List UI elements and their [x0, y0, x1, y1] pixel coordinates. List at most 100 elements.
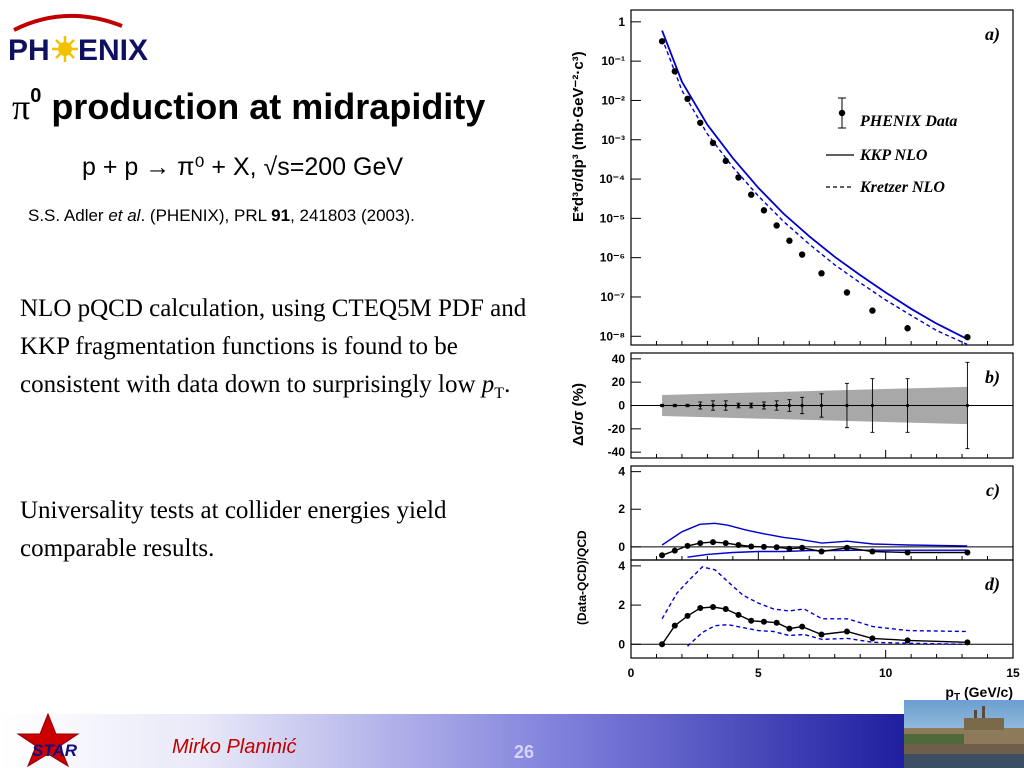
phenix-data-point [722, 157, 729, 165]
panel-label: d) [985, 574, 1000, 595]
relative-error-point [870, 403, 875, 408]
relative-error-point [845, 403, 849, 408]
legend-data-marker [838, 109, 846, 117]
upper-theory-curve [661, 566, 968, 633]
data-over-theory-point [684, 612, 691, 619]
data-over-theory-point [697, 540, 704, 547]
y-tick-label: 4 [618, 559, 625, 573]
phenix-data-point [748, 191, 755, 198]
relative-error-point [724, 403, 728, 408]
pi0-spectrum-figure: a)110⁻¹10⁻²10⁻³10⁻⁴10⁻⁵10⁻⁶10⁻⁷10⁻⁸b)402… [570, 9, 1020, 703]
footer-bar [0, 714, 1024, 768]
data-over-theory-point [869, 548, 876, 555]
phenix-data-point [697, 119, 704, 126]
data-over-theory-point [869, 635, 876, 642]
legend-phenix-data: PHENIX Data [859, 113, 957, 130]
data-over-theory-point [671, 547, 678, 554]
data-over-theory-point [799, 623, 806, 630]
data-over-theory-point [659, 552, 666, 559]
y-tick-label: -20 [608, 422, 626, 436]
y-axis-label-a: E*d³σ/dp³ (mb·GeV⁻²·c³) [570, 51, 587, 222]
phenix-data-point [773, 222, 780, 229]
data-over-theory-point [697, 605, 704, 612]
phenix-data-point [684, 95, 691, 103]
data-over-theory-point [671, 622, 678, 629]
data-over-theory-point [904, 549, 911, 556]
relative-error-point [800, 403, 804, 408]
x-tick-label: 15 [1006, 666, 1020, 680]
y-tick-label: 10⁻⁶ [600, 251, 625, 265]
data-over-theory-line [661, 606, 968, 645]
phenix-data-point [786, 237, 793, 244]
phenix-data-point [843, 289, 851, 296]
data-over-theory-point [760, 618, 767, 625]
y-tick-label: -40 [608, 445, 626, 459]
phenix-logo: PH ENIX [8, 13, 148, 67]
data-over-theory-point [786, 545, 793, 552]
data-over-theory-point [659, 641, 666, 648]
relative-error-point [736, 403, 741, 408]
data-over-theory-point [904, 637, 911, 644]
panel-label: c) [986, 480, 1000, 501]
y-tick-label: 10⁻³ [601, 133, 625, 147]
y-axis-label-cd: (Data-QCD)/QCD [575, 530, 589, 625]
relative-error-point [965, 403, 970, 408]
phenix-data-point [658, 38, 666, 45]
data-over-theory-point [735, 611, 742, 618]
y-tick-label: 0 [618, 399, 625, 413]
data-over-theory-point [818, 631, 825, 638]
star-logo-text: STAR [32, 741, 78, 760]
data-over-theory-line [661, 541, 968, 556]
y-tick-label: 10⁻⁷ [600, 290, 625, 304]
y-tick-label: 20 [612, 375, 626, 389]
phenix-data-point [818, 270, 825, 277]
data-over-theory-point [773, 619, 780, 626]
data-over-theory-point [748, 617, 755, 624]
y-tick-label: 4 [618, 465, 625, 479]
page-number: 26 [514, 742, 535, 762]
data-over-theory-point [710, 604, 717, 611]
x-tick-label: 10 [879, 666, 893, 680]
paragraph-universality: Universality tests at collider energies … [20, 497, 447, 562]
data-over-theory-point [748, 543, 755, 550]
data-over-theory-point [786, 625, 793, 632]
legend-kkp-nlo: KKP NLO [859, 147, 928, 164]
panel-frame [630, 559, 1014, 659]
svg-text:PH: PH [8, 34, 50, 67]
data-over-theory-point [843, 544, 850, 551]
kkp-nlo-curve [661, 30, 968, 340]
relative-error-point [749, 403, 753, 408]
relative-error-point [775, 403, 779, 408]
upper-theory-curve [661, 522, 968, 547]
relative-error-point [673, 403, 677, 408]
data-over-theory-point [843, 628, 850, 635]
svg-text:ENIX: ENIX [78, 34, 148, 67]
relative-error-point [660, 403, 664, 408]
relative-error-point [819, 403, 824, 408]
panel-frame [630, 9, 1014, 346]
y-axis-label-b: Δσ/σ (%) [570, 383, 587, 446]
reaction-equation: p + p → π⁰ + X, √s=200 GeV [82, 153, 404, 181]
y-tick-label: 10⁻² [601, 93, 625, 107]
data-over-theory-point [710, 539, 717, 546]
relative-error-point [787, 403, 792, 408]
y-tick-label: 1 [618, 15, 625, 29]
data-over-theory-point [684, 542, 691, 549]
panel-label: b) [985, 367, 1000, 388]
data-over-theory-point [722, 540, 729, 547]
relative-error-point [698, 403, 702, 408]
relative-error-point [762, 403, 766, 408]
y-tick-label: 10⁻⁸ [600, 329, 625, 343]
prague-castle-photo [904, 700, 1024, 768]
legend-kretzer-nlo: Kretzer NLO [859, 179, 945, 196]
data-over-theory-point [722, 606, 729, 612]
panel-label: a) [985, 24, 1000, 45]
data-over-theory-point [964, 639, 971, 646]
phenix-data-point [709, 139, 717, 147]
lower-theory-curve [687, 623, 968, 647]
relative-error-point [905, 403, 910, 408]
y-tick-label: 40 [612, 352, 626, 366]
citation: S.S. Adler et al. (PHENIX), PRL 91, 2418… [28, 206, 415, 225]
phenix-data-point [904, 325, 911, 332]
slide-title: π0 production at midrapidity [12, 85, 486, 127]
